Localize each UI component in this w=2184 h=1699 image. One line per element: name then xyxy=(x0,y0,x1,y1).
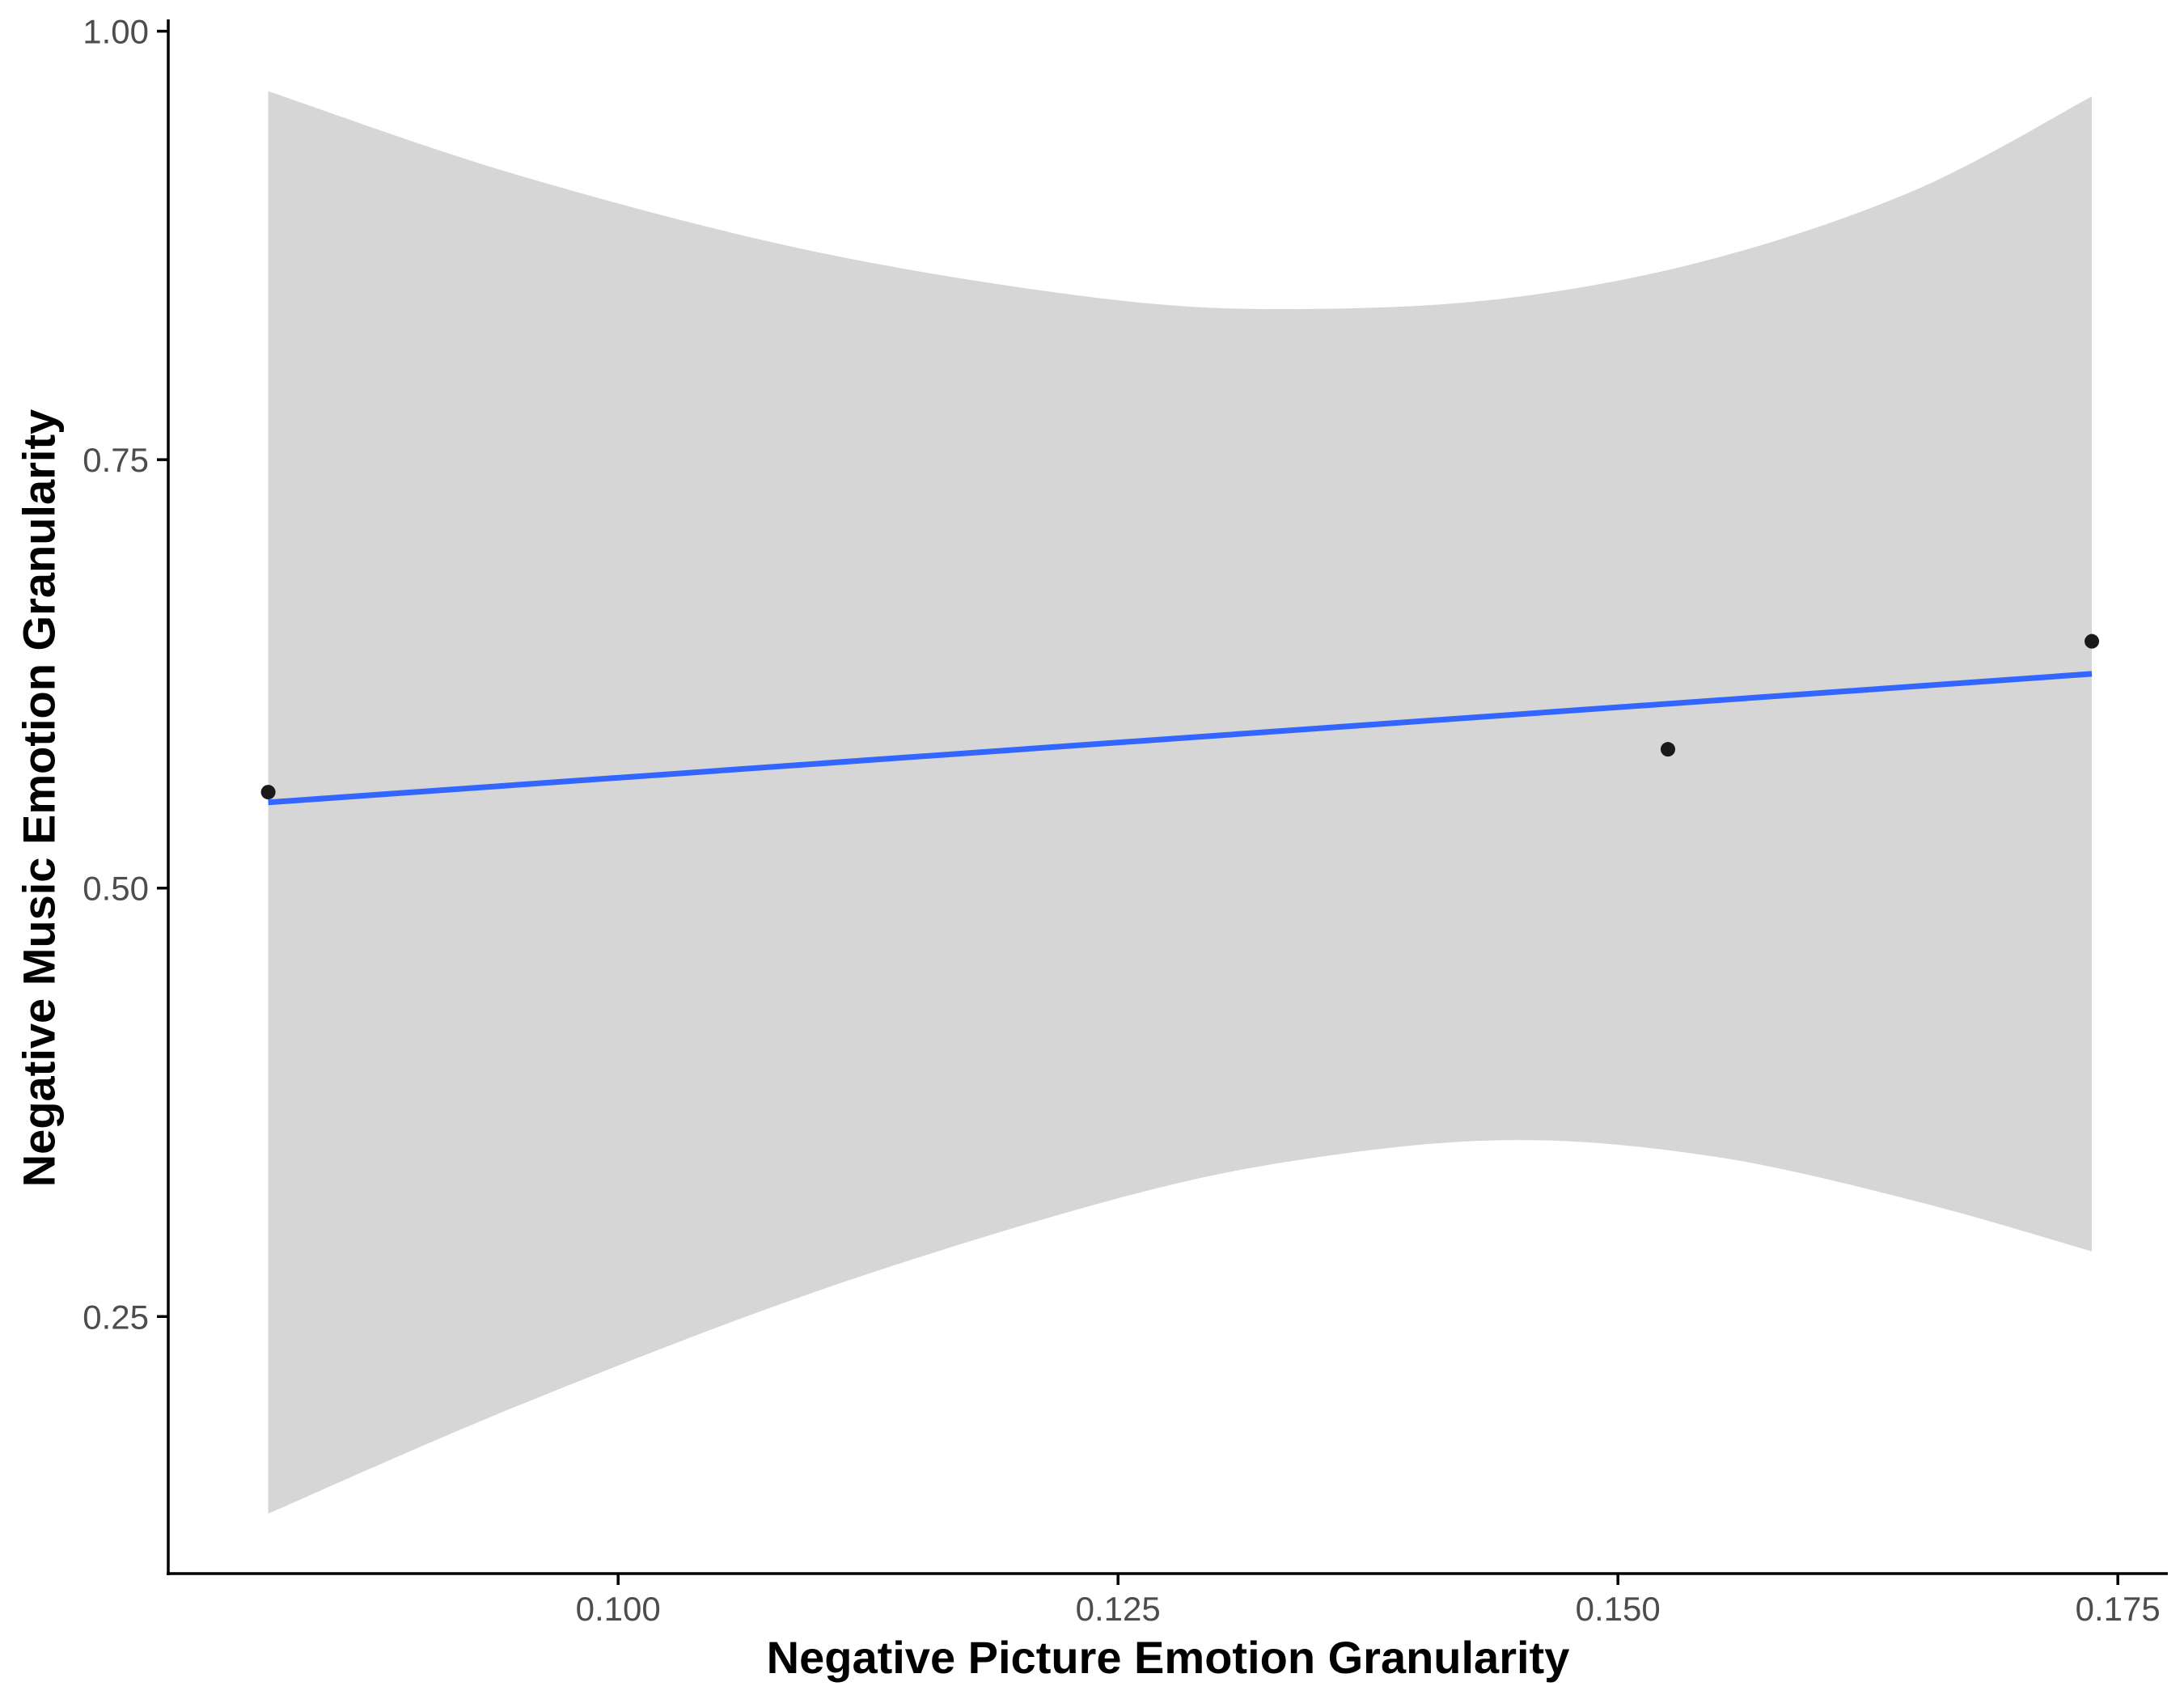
x-tick-label: 0.125 xyxy=(1076,1590,1161,1628)
x-tick-label: 0.175 xyxy=(2076,1590,2161,1628)
confidence-band xyxy=(268,91,2093,1514)
y-tick-label: 1.00 xyxy=(83,13,149,51)
confidence-band-layer xyxy=(268,91,2093,1514)
data-point-3 xyxy=(2085,633,2100,649)
y-axis-title: Negative Music Emotion Granularity xyxy=(14,409,65,1188)
y-tick-label: 0.25 xyxy=(83,1298,149,1336)
y-tick-label: 0.75 xyxy=(83,441,149,479)
fit-line-layer xyxy=(268,671,2093,806)
data-point-1 xyxy=(260,785,276,800)
x-tick-label: 0.100 xyxy=(576,1590,661,1628)
x-axis-title: Negative Picture Emotion Granularity xyxy=(767,1632,1570,1683)
axes-layer: 0.100 0.125 0.150 0.175 0.25 0.50 0.75 1.00 xyxy=(83,13,2168,1628)
data-points-layer xyxy=(260,633,2100,800)
regression-line xyxy=(268,671,2093,806)
data-point-2 xyxy=(1661,742,1675,757)
y-tick-label: 0.50 xyxy=(83,870,149,908)
x-tick-label: 0.150 xyxy=(1576,1590,1661,1628)
